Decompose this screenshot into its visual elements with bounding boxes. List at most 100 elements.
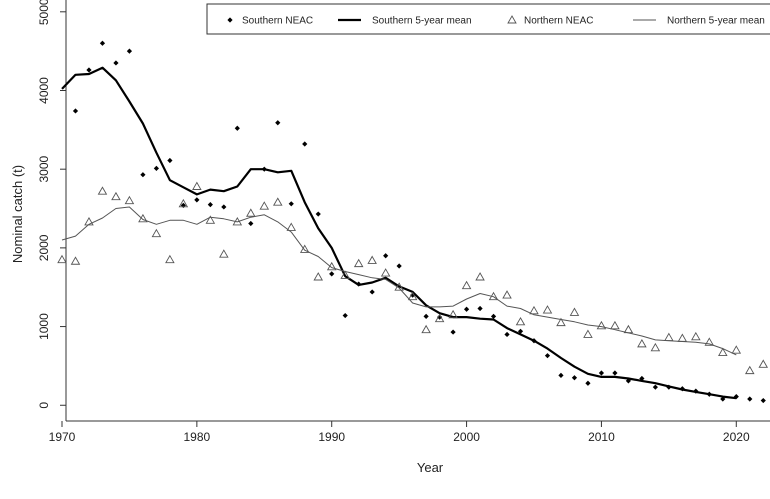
data-point <box>99 40 106 46</box>
data-point <box>383 253 389 259</box>
data-point <box>396 263 402 269</box>
data-point <box>57 254 67 264</box>
data-point <box>329 271 335 277</box>
data-point <box>153 165 159 171</box>
data-point <box>272 197 283 206</box>
data-point <box>598 370 605 376</box>
legend-symbol <box>227 17 233 23</box>
plot-frame <box>65 0 770 422</box>
data-point <box>313 272 324 281</box>
data-point <box>421 324 431 334</box>
y-axis-title: Nominal catch (t) <box>10 165 25 263</box>
data-point <box>664 332 674 342</box>
data-point <box>691 331 701 341</box>
data-point <box>652 384 658 390</box>
data-point <box>502 290 512 299</box>
series-line <box>61 206 737 356</box>
data-point <box>380 268 391 277</box>
data-point <box>490 313 497 319</box>
x-axis-ticks: 1970 1980 1990 2000 2010 2020 <box>49 421 750 444</box>
data-point <box>463 306 470 312</box>
data-point <box>302 141 308 147</box>
data-point <box>558 372 564 378</box>
data-point <box>504 331 510 338</box>
data-point <box>219 249 229 258</box>
legend: Southern NEAC Southern 5-year mean Norther… <box>206 3 770 35</box>
data-point <box>475 272 485 281</box>
data-point <box>248 220 254 227</box>
data-point <box>731 345 742 354</box>
x-tick-label: 2010 <box>588 430 615 444</box>
data-point <box>529 305 539 315</box>
data-point <box>437 314 443 320</box>
data-point <box>113 60 119 66</box>
legend-label: Northern 5-year mean <box>667 16 765 27</box>
data-point <box>448 309 458 319</box>
data-point <box>299 244 310 253</box>
y-tick-label: 4000 <box>37 77 51 104</box>
data-point <box>434 313 445 323</box>
data-point <box>367 255 377 264</box>
series <box>72 40 766 404</box>
x-tick-label: 2020 <box>723 430 750 444</box>
series <box>57 181 769 375</box>
data-point <box>569 307 580 316</box>
data-point <box>461 280 472 290</box>
data-point <box>192 181 202 190</box>
data-point <box>677 333 688 342</box>
data-point <box>151 228 162 238</box>
data-point <box>407 291 418 301</box>
data-point <box>423 313 429 319</box>
x-tick-label: 1980 <box>184 430 211 444</box>
data-point <box>571 375 578 381</box>
data-point <box>718 347 728 356</box>
legend-label: Southern NEAC <box>242 16 313 27</box>
data-point <box>165 254 175 264</box>
data-point <box>86 67 92 73</box>
data-point <box>704 337 715 346</box>
data-point <box>126 48 133 54</box>
series <box>61 66 737 400</box>
y-tick-label: 1000 <box>37 313 51 340</box>
data-point <box>286 222 297 231</box>
data-point <box>596 320 607 330</box>
data-point <box>207 201 213 208</box>
data-point <box>639 375 645 382</box>
data-point <box>747 396 753 402</box>
data-point <box>515 316 526 326</box>
data-point <box>342 312 348 319</box>
data-point <box>259 201 270 210</box>
data-point <box>315 211 321 217</box>
data-point <box>124 195 135 205</box>
data-point <box>353 258 364 268</box>
data-point <box>477 305 483 312</box>
data-point <box>544 353 551 359</box>
data-point <box>744 365 755 375</box>
y-tick-label: 2000 <box>37 234 51 261</box>
series-line <box>61 66 737 400</box>
data-point <box>650 342 661 352</box>
data-point <box>97 186 108 195</box>
data-point <box>72 108 79 114</box>
data-point <box>760 397 766 404</box>
legend-label: Southern 5-year mean <box>372 16 472 27</box>
data-point <box>450 329 456 335</box>
data-point <box>517 328 524 334</box>
data-point <box>140 172 146 178</box>
data-point <box>288 201 294 207</box>
data-point <box>275 120 281 126</box>
data-point <box>111 191 121 201</box>
x-tick-label: 2000 <box>453 430 480 444</box>
y-axis-ticks: 0 1000 2000 3000 4000 5000 <box>37 0 66 409</box>
data-point <box>340 270 350 279</box>
legend-label: Northern NEAC <box>524 16 593 27</box>
data-point <box>720 396 726 402</box>
y-tick-label: 5000 <box>37 0 51 25</box>
data-point <box>234 125 240 131</box>
data-point <box>410 292 416 298</box>
x-tick-label: 1990 <box>318 430 345 444</box>
data-point <box>556 317 566 327</box>
legend-items: Southern NEAC Southern 5-year mean Norther… <box>227 15 765 27</box>
data-point <box>205 215 216 224</box>
